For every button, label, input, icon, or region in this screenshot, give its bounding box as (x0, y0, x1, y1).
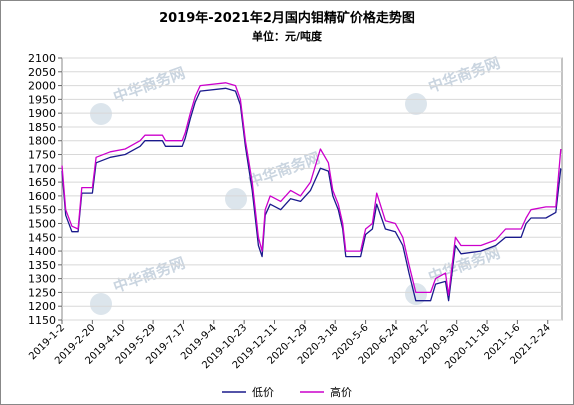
watermark-logo (90, 103, 112, 125)
watermark-logo (405, 283, 427, 305)
y-tick-label: 1400 (28, 245, 56, 258)
watermark-logo (90, 293, 112, 315)
y-tick-label: 1900 (28, 107, 56, 120)
y-tick-label: 1800 (28, 135, 56, 148)
y-tick-label: 1350 (28, 259, 56, 272)
y-tick-label: 1850 (28, 121, 56, 134)
y-tick-label: 1300 (28, 273, 56, 286)
watermark-logo (405, 93, 427, 115)
y-tick-label: 1750 (28, 149, 56, 162)
plot-area (61, 57, 563, 321)
y-tick-label: 1250 (28, 286, 56, 299)
series-line (61, 87, 562, 302)
y-tick-label: 2100 (28, 52, 56, 65)
chart-subtitle: 单位：元/吨度 (252, 29, 323, 43)
y-tick-label: 2000 (28, 80, 56, 93)
y-tick-label: 2050 (28, 66, 56, 79)
y-tick-label: 1950 (28, 93, 56, 106)
legend-label: 高价 (330, 385, 352, 399)
chart-title: 2019年-2021年2月国内钼精矿价格走势图 (159, 10, 415, 26)
y-tick-label: 1500 (28, 217, 56, 230)
y-tick-label: 1200 (28, 300, 56, 313)
series-line (61, 82, 562, 296)
y-tick-label: 1150 (28, 314, 56, 327)
y-tick-label: 1550 (28, 204, 56, 217)
y-tick-label: 1600 (28, 190, 56, 203)
y-tick-label: 1450 (28, 231, 56, 244)
y-tick-label: 1650 (28, 176, 56, 189)
watermark-logo (225, 188, 247, 210)
legend-label: 低价 (252, 386, 274, 399)
y-tick-label: 1700 (28, 162, 56, 175)
